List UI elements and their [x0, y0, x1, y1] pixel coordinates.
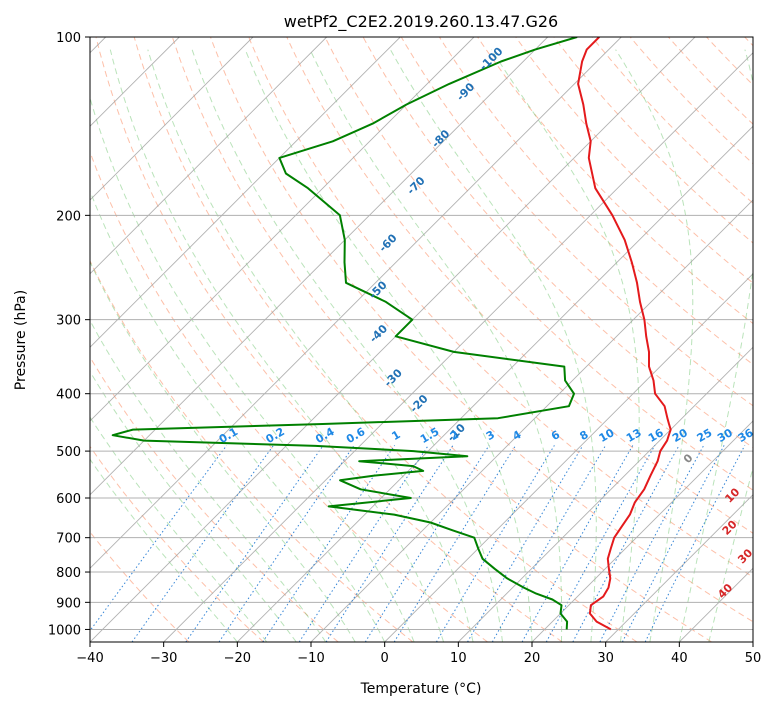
moist-adiabat: [90, 260, 356, 642]
dry-adiabat: [400, 37, 753, 407]
dry-adiabat: [95, 37, 563, 642]
dry-adiabat: [133, 37, 638, 642]
isotherm-line: [310, 199, 753, 642]
mixing-ratio-label: 36: [736, 426, 756, 445]
y-tick-label: 700: [56, 532, 81, 547]
isotherm-line: [90, 37, 328, 275]
y-tick-label: 300: [56, 314, 81, 329]
dry-adiabat: [171, 37, 712, 642]
chart-title: wetPf2_C2E2.2019.260.13.47.G26: [284, 12, 558, 32]
x-tick-label: 0: [381, 651, 389, 666]
y-tick-label: 200: [56, 209, 81, 224]
moist-adiabat: [708, 466, 753, 642]
y-tick-label: 600: [56, 492, 81, 507]
plot-frame: [89, 36, 754, 643]
dry-adiabat: [210, 37, 753, 623]
moist-adiabat: [244, 49, 533, 642]
x-tick-label: −30: [150, 651, 177, 666]
dry-adiabat: [515, 37, 753, 284]
y-tick-label: 100: [56, 31, 81, 46]
moist-adiabat: [389, 49, 597, 642]
x-tick-label: −40: [76, 651, 103, 666]
moist-adiabat: [309, 49, 563, 642]
temperature-profile: [577, 37, 672, 631]
isotherm-line: [90, 37, 254, 201]
isotherm-line: [90, 37, 549, 496]
isotherm-line: [531, 420, 753, 642]
dewpoint-profile: [111, 37, 578, 630]
dry-adiabat: [248, 37, 753, 578]
x-tick-label: 10: [450, 651, 467, 666]
moist-adiabat: [615, 49, 694, 642]
x-axis-label: Temperature (°C): [360, 681, 482, 697]
y-tick-label: 1000: [48, 623, 81, 638]
y-tick-label: 800: [56, 566, 81, 581]
x-tick-label: −10: [297, 651, 324, 666]
isotherm-line: [90, 37, 696, 642]
mixing-ratio-line: [393, 445, 517, 642]
isotherm-line: [457, 346, 753, 642]
mixing-ratio-line: [364, 445, 490, 642]
plot-lines: [111, 37, 672, 631]
dry-adiabat: [477, 37, 753, 325]
mixing-ratio-line: [599, 445, 705, 642]
mixing-ratio-line: [491, 445, 607, 642]
isotherm-line: [163, 52, 753, 642]
mixing-ratio-line: [545, 445, 656, 642]
y-tick-label: 900: [56, 596, 81, 611]
dry-adiabat: [629, 37, 753, 165]
moist-adiabat: [678, 49, 753, 642]
moist-adiabat: [90, 458, 238, 642]
moist-adiabat: [90, 319, 327, 642]
moist-adiabat: [490, 49, 640, 642]
isotherm-line: [605, 494, 753, 642]
x-tick-label: 20: [524, 651, 541, 666]
mixing-ratio-line: [621, 445, 725, 642]
moist-adiabat: [147, 49, 474, 642]
y-tick-label: 400: [56, 388, 81, 403]
moist-adiabat: [90, 96, 415, 642]
isotherm-line: [236, 125, 753, 642]
y-tick-label: 500: [56, 445, 81, 460]
moist-adiabat: [90, 370, 297, 642]
mixing-ratio-line: [521, 445, 634, 642]
mixing-ratio-line: [131, 445, 274, 642]
isotherm-line: [384, 273, 753, 642]
plot-background: [90, 37, 753, 642]
x-tick-label: −20: [224, 651, 251, 666]
isotherm-line: [90, 37, 475, 422]
y-axis-label: Pressure (hPa): [13, 290, 29, 390]
isotherm-line: [90, 37, 622, 569]
dry-adiabat: [90, 259, 414, 642]
x-tick-label: 50: [745, 651, 762, 666]
mixing-ratio-line: [298, 445, 429, 642]
x-tick-label: 30: [597, 651, 614, 666]
moist-adiabat: [109, 49, 445, 642]
dry-adiabat: [591, 37, 753, 204]
mixing-ratio-line: [644, 445, 746, 642]
axes: −40 −30 −20 −10 0 10 20 30 40 50 1000 900 800 700 600 5…: [48, 31, 761, 666]
moist-adiabat: [191, 49, 503, 642]
dry-adiabat: [324, 37, 753, 491]
mixing-ratio-line: [262, 445, 396, 642]
x-tick-label: 40: [671, 651, 688, 666]
moist-adiabat: [90, 416, 268, 642]
dry-adiabat: [90, 445, 264, 642]
mixing-ratio-line: [325, 445, 454, 642]
isotherm-line: [90, 37, 401, 348]
mixing-ratio-line: [90, 445, 228, 632]
